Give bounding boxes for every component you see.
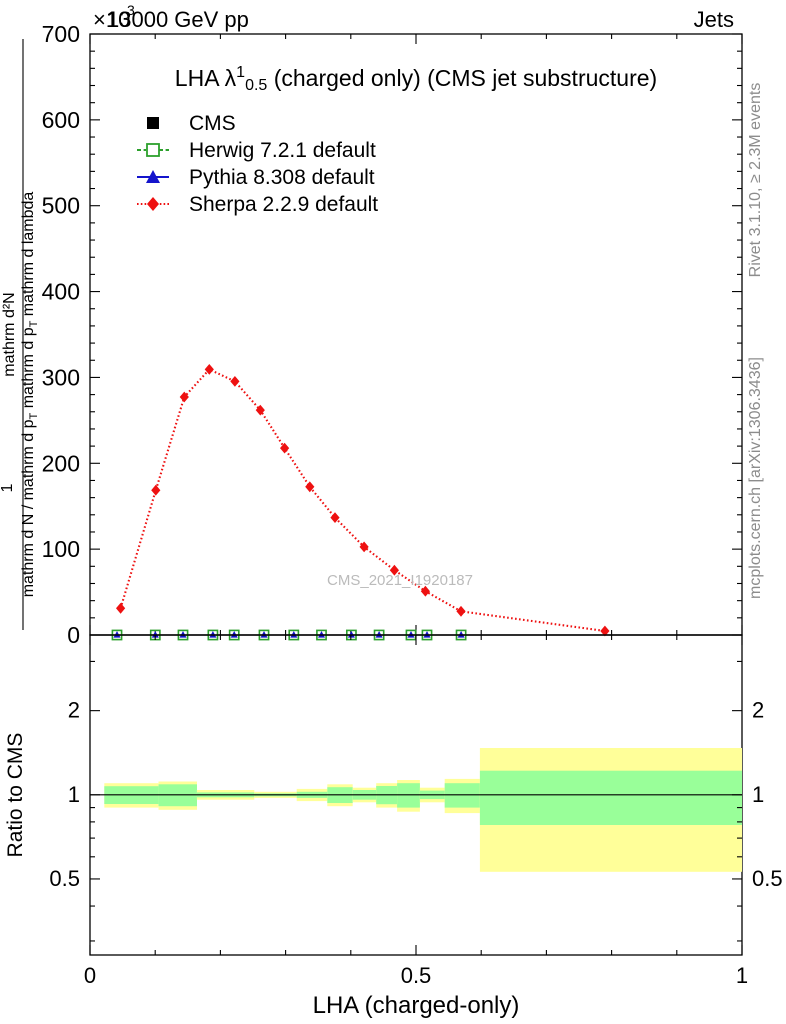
svg-text:CMS_2021_I1920187: CMS_2021_I1920187 bbox=[327, 572, 473, 589]
svg-text:1: 1 bbox=[68, 782, 80, 807]
svg-text:mcplots.cern.ch [arXiv:1306.34: mcplots.cern.ch [arXiv:1306.3436] bbox=[747, 357, 764, 599]
svg-text:0.5: 0.5 bbox=[752, 866, 783, 891]
svg-text:LHA (charged-only): LHA (charged-only) bbox=[313, 992, 520, 1019]
svg-text:0.5: 0.5 bbox=[401, 963, 432, 988]
svg-text:Jets: Jets bbox=[694, 7, 734, 32]
svg-text:300: 300 bbox=[42, 364, 80, 390]
svg-text:1: 1 bbox=[0, 483, 16, 492]
svg-text:mathrm d²N: mathrm d²N bbox=[1, 292, 18, 376]
svg-text:700: 700 bbox=[42, 21, 80, 47]
svg-text:600: 600 bbox=[42, 107, 80, 133]
svg-text:13000 GeV pp: 13000 GeV pp bbox=[107, 7, 249, 32]
svg-text:2: 2 bbox=[68, 698, 80, 723]
svg-text:0.5: 0.5 bbox=[49, 866, 80, 891]
svg-text:Ratio to CMS: Ratio to CMS bbox=[4, 733, 27, 858]
svg-text:Sherpa 2.2.9 default: Sherpa 2.2.9 default bbox=[189, 193, 378, 216]
svg-text:Rivet 3.1.10, ≥ 2.3M events: Rivet 3.1.10, ≥ 2.3M events bbox=[747, 83, 764, 278]
svg-text:100: 100 bbox=[42, 536, 80, 562]
svg-text:0: 0 bbox=[84, 963, 96, 988]
svg-text:Herwig 7.2.1 default: Herwig 7.2.1 default bbox=[189, 139, 376, 162]
svg-text:200: 200 bbox=[42, 450, 80, 476]
svg-text:0: 0 bbox=[67, 622, 80, 648]
svg-text:1: 1 bbox=[752, 782, 764, 807]
svg-text:Pythia 8.308 default: Pythia 8.308 default bbox=[189, 166, 375, 189]
svg-text:CMS: CMS bbox=[189, 112, 236, 135]
svg-text:400: 400 bbox=[42, 279, 80, 305]
svg-text:2: 2 bbox=[752, 698, 764, 723]
svg-text:1: 1 bbox=[736, 963, 748, 988]
svg-text:500: 500 bbox=[42, 193, 80, 219]
